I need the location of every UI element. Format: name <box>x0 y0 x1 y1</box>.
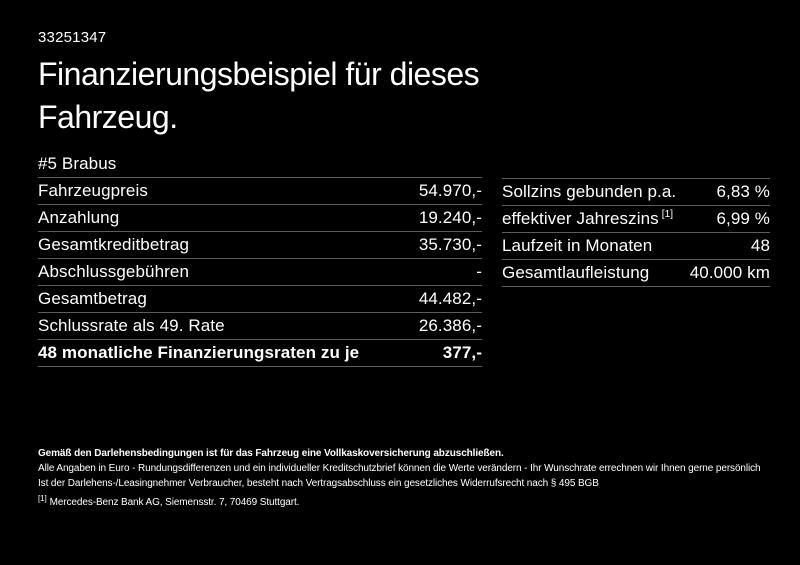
conditions-table-rows: Sollzins gebunden p.a. 6,83 % effektiver… <box>502 179 770 287</box>
footnote-marker: [1] <box>38 493 47 503</box>
row-label: Schlussrate als 49. Rate <box>38 316 225 335</box>
row-value: 19.240,- <box>418 208 482 227</box>
table-row: Fahrzeugpreis 54.970,- <box>38 178 482 205</box>
row-label-text: effektiver Jahreszins <box>502 209 659 228</box>
table-row: Gesamtkreditbetrag 35.730,- <box>38 232 482 259</box>
row-label: Fahrzeugpreis <box>38 181 148 200</box>
page-title-line1: Finanzierungsbeispiel für dieses <box>38 56 480 92</box>
page-title-line2: Fahrzeug. <box>38 99 178 135</box>
row-value: 48 <box>750 236 770 255</box>
listing-id: 33251347 <box>38 29 107 46</box>
row-value: 6,99 % <box>716 209 770 228</box>
page-title: Finanzierungsbeispiel für dieses Fahrzeug… <box>38 53 480 139</box>
table-row: effektiver Jahreszins [1] 6,99 % <box>502 206 770 233</box>
finance-table-rows: Fahrzeugpreis 54.970,- Anzahlung 19.240,… <box>38 178 482 367</box>
table-row: Anzahlung 19.240,- <box>38 205 482 232</box>
table-row: Laufzeit in Monaten 48 <box>502 233 770 260</box>
row-label: Gesamtkreditbetrag <box>38 235 190 254</box>
info-note-line2: Ist der Darlehens-/Leasingnehmer Verbrau… <box>38 478 599 489</box>
footnote-ref: [1] <box>661 209 674 221</box>
row-value: 377,- <box>442 343 482 362</box>
footer-notes: Gemäß den Darlehensbedingungen ist für d… <box>38 446 790 510</box>
financing-tables: #5 Brabus Fahrzeugpreis 54.970,- Anzahlu… <box>38 151 770 367</box>
row-value: 6,83 % <box>716 182 770 201</box>
row-label-text: Laufzeit in Monaten <box>502 236 653 255</box>
row-label: Sollzins gebunden p.a. <box>502 182 679 202</box>
row-label: effektiver Jahreszins [1] <box>502 209 673 229</box>
table-row: Gesamtlaufleistung 40.000 km <box>502 260 770 287</box>
table-row: 48 monatliche Finanzierungsraten zu je 3… <box>38 340 482 367</box>
row-value: 35.730,- <box>418 235 482 254</box>
row-value: - <box>476 262 482 281</box>
row-value: 54.970,- <box>418 181 482 200</box>
vehicle-name: #5 Brabus <box>38 154 117 173</box>
row-label: Abschlussgebühren <box>38 262 190 281</box>
row-label: Gesamtbetrag <box>38 289 147 308</box>
row-value: 40.000 km <box>689 263 770 282</box>
row-label: 48 monatliche Finanzierungsraten zu je <box>38 343 360 362</box>
insurance-note: Gemäß den Darlehensbedingungen ist für d… <box>38 448 504 459</box>
table-row: Schlussrate als 49. Rate 26.386,- <box>38 313 482 340</box>
row-label: Laufzeit in Monaten <box>502 236 655 256</box>
row-label: Anzahlung <box>38 208 120 227</box>
row-value: 26.386,- <box>418 316 482 335</box>
footnote-text: Mercedes-Benz Bank AG, Siemensstr. 7, 70… <box>49 497 300 508</box>
finance-table: #5 Brabus Fahrzeugpreis 54.970,- Anzahlu… <box>38 151 482 367</box>
conditions-table: Sollzins gebunden p.a. 6,83 % effektiver… <box>502 178 770 287</box>
table-row: Abschlussgebühren - <box>38 259 482 286</box>
vehicle-name-row: #5 Brabus <box>38 151 482 178</box>
table-row: Sollzins gebunden p.a. 6,83 % <box>502 179 770 206</box>
row-value: 44.482,- <box>418 289 482 308</box>
row-label-text: Sollzins gebunden p.a. <box>502 182 677 201</box>
table-row: Gesamtbetrag 44.482,- <box>38 286 482 313</box>
row-label-text: Gesamtlaufleistung <box>502 263 650 282</box>
info-note-line1: Alle Angaben in Euro - Rundungsdifferenz… <box>38 463 761 474</box>
row-label: Gesamtlaufleistung <box>502 263 652 283</box>
bank-footnote: [1] Mercedes-Benz Bank AG, Siemensstr. 7,… <box>38 493 790 510</box>
